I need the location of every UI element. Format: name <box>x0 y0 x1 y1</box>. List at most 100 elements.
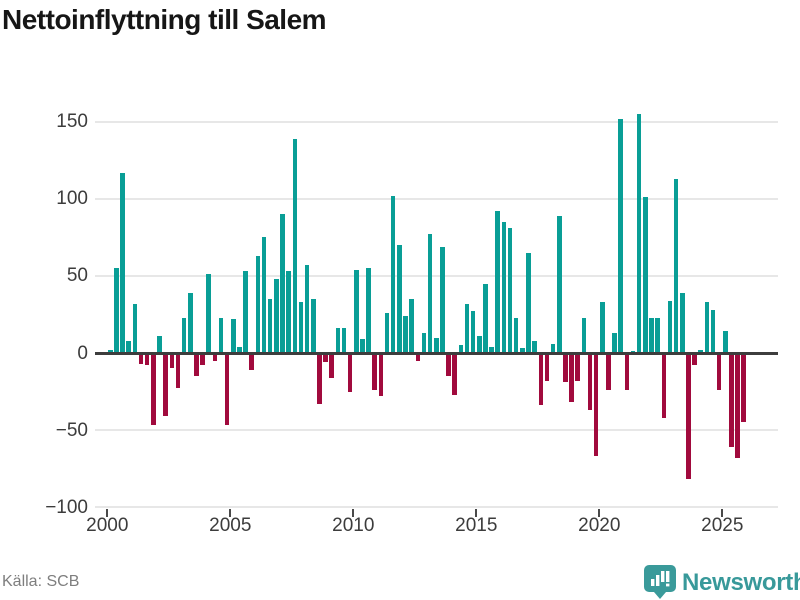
bar-2014-q2 <box>458 345 464 353</box>
bar-2020-q1 <box>600 302 605 353</box>
bar-2001-q4 <box>151 353 156 426</box>
bar-2008-q1 <box>304 265 310 353</box>
bar-2021-q3 <box>636 114 642 353</box>
bar-2007-q1 <box>280 214 285 353</box>
bar-2009-q3 <box>341 328 347 353</box>
bar-2009-q4 <box>347 353 353 392</box>
gridline-100 <box>95 197 778 200</box>
zero-axis-line <box>95 351 778 355</box>
bar-2017-q2 <box>532 340 537 353</box>
bar-2023-q2 <box>679 292 685 353</box>
bar-2018-q2 <box>556 215 562 353</box>
bar-2004-q1 <box>206 274 211 353</box>
bar-2000-q3 <box>120 172 125 353</box>
bar-2012-q4 <box>421 332 427 353</box>
bar-2022-q4 <box>667 300 673 353</box>
bar-2012-q2 <box>409 299 414 353</box>
bar-2006-q4 <box>274 279 279 353</box>
x-axis-tick-2015 <box>475 509 478 517</box>
bar-2002-q4 <box>175 353 181 389</box>
bar-2016-q1 <box>501 222 507 353</box>
bar-2000-q4 <box>126 340 132 353</box>
bar-2010-q1 <box>354 269 359 353</box>
bar-2022-q3 <box>661 353 667 418</box>
bar-2025-q3 <box>735 353 740 458</box>
bar-2014-q4 <box>470 311 476 353</box>
bar-2010-q2 <box>360 339 365 353</box>
bar-2014-q1 <box>452 353 457 395</box>
bar-2005-q1 <box>231 319 236 353</box>
bar-2004-q2 <box>212 353 218 361</box>
bar-2010-q4 <box>372 353 378 390</box>
bar-2003-q4 <box>200 353 205 366</box>
y-axis-label-100: 100 <box>56 188 88 210</box>
bar-2022-q1 <box>649 317 654 353</box>
bar-2011-q3 <box>390 195 396 353</box>
x-axis-label-2005: 2005 <box>209 515 252 536</box>
bar-2003-q2 <box>187 292 193 353</box>
bar-2007-q3 <box>292 138 298 353</box>
bar-2017-q3 <box>538 353 544 406</box>
bar-2006-q1 <box>255 255 261 353</box>
bar-2001-q3 <box>144 353 150 366</box>
bar-2014-q3 <box>464 303 470 353</box>
bar-2023-q3 <box>686 353 691 480</box>
bar-2008-q4 <box>323 353 328 363</box>
bar-2005-q4 <box>249 353 255 370</box>
bar-2020-q4 <box>618 118 624 353</box>
bar-2017-q1 <box>526 252 531 353</box>
bar-2019-q3 <box>587 353 593 411</box>
bar-2008-q3 <box>317 353 322 404</box>
bar-2011-q2 <box>384 312 390 353</box>
bar-2005-q3 <box>243 271 248 353</box>
gridline-50 <box>95 274 778 277</box>
bar-2012-q1 <box>403 316 408 353</box>
bar-2018-q3 <box>563 353 568 383</box>
bar-2024-q1 <box>698 349 703 353</box>
x-axis-label-2000: 2000 <box>86 515 129 536</box>
bar-2022-q2 <box>655 317 660 353</box>
bar-2009-q1 <box>329 353 334 378</box>
bar-2007-q2 <box>286 271 291 353</box>
bar-2013-q1 <box>427 234 433 353</box>
bar-2007-q4 <box>298 302 304 353</box>
gridline-150 <box>95 120 778 123</box>
bar-2009-q2 <box>335 328 341 353</box>
bar-2021-q4 <box>643 197 648 353</box>
bar-2006-q3 <box>267 299 273 353</box>
x-axis-tick-2005 <box>229 509 232 517</box>
bar-2019-q2 <box>581 317 587 353</box>
y-axis-label-50: 50 <box>66 265 88 287</box>
bar-2011-q1 <box>378 353 384 397</box>
bar-2005-q2 <box>237 346 242 353</box>
bar-2025-q2 <box>729 353 734 447</box>
bar-2015-q2 <box>483 283 488 353</box>
bar-2018-q4 <box>569 353 574 403</box>
bar-2024-q2 <box>704 302 710 353</box>
x-axis-tick-2000 <box>106 509 109 517</box>
bar-2021-q1 <box>624 353 630 390</box>
x-axis-label-2010: 2010 <box>332 515 375 536</box>
gridline--50 <box>95 429 778 432</box>
x-axis-tick-2025 <box>721 509 724 517</box>
bar-2025-q1 <box>723 331 728 353</box>
bar-2024-q3 <box>710 309 716 353</box>
bar-2025-q4 <box>741 353 747 423</box>
bar-2006-q2 <box>261 237 267 353</box>
bar-2001-q1 <box>132 303 138 353</box>
bar-2018-q1 <box>550 343 556 353</box>
gridline--100 <box>95 506 778 509</box>
bar-2002-q2 <box>163 353 168 417</box>
bar-2011-q4 <box>397 245 402 353</box>
bar-2023-q1 <box>673 178 679 353</box>
bar-2013-q4 <box>446 353 451 377</box>
newsworthy-wordmark: Newsworthy <box>682 569 800 596</box>
bar-2001-q2 <box>138 353 144 364</box>
bar-2015-q4 <box>495 211 501 353</box>
bar-2015-q3 <box>489 346 494 353</box>
bar-2000-q2 <box>114 268 119 353</box>
source-attribution: Källa: SCB <box>2 573 80 590</box>
x-axis-tick-2020 <box>598 509 601 517</box>
bar-2020-q2 <box>606 353 611 390</box>
